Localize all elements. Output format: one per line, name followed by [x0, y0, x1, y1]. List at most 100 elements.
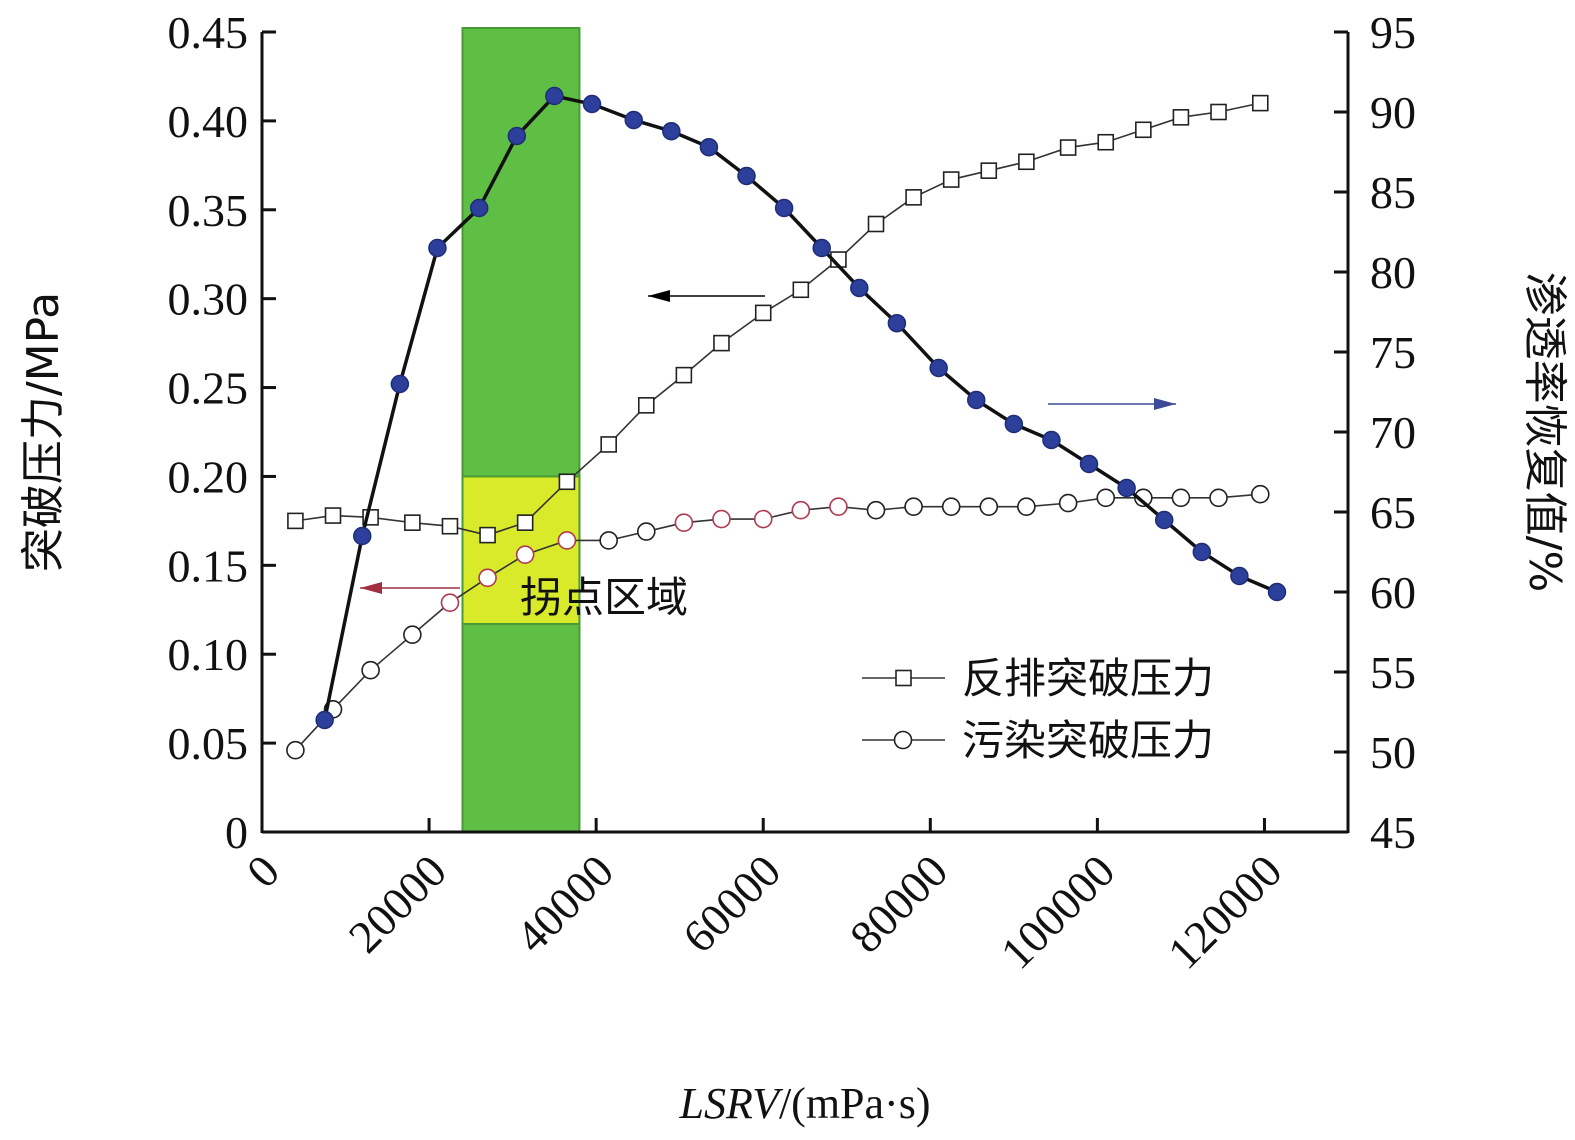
data-point — [712, 509, 731, 529]
data-point — [361, 660, 380, 680]
data-point — [1210, 103, 1227, 121]
data-point — [636, 522, 656, 541]
x-tick-label: 40000 — [506, 845, 623, 962]
series-line — [294, 493, 1261, 751]
annotation-arrow — [360, 582, 460, 594]
data-point — [403, 625, 422, 644]
data-point — [941, 497, 961, 516]
y-left-tick-label: 0.35 — [168, 185, 249, 236]
data-point — [624, 110, 643, 130]
y-right-tick-label: 80 — [1370, 247, 1416, 298]
legend-label: 反排突破压力 — [962, 654, 1214, 703]
data-point — [352, 526, 372, 546]
data-point — [905, 189, 922, 206]
y-left-axis-title: 突破压力/MPa — [18, 292, 69, 572]
y-right-tick-label: 85 — [1370, 167, 1416, 218]
data-point — [1117, 478, 1136, 498]
y-right-tick-label: 45 — [1370, 807, 1416, 858]
data-point — [1096, 488, 1116, 508]
data-point — [515, 545, 535, 564]
data-point — [1134, 488, 1153, 508]
y-right-tick-label: 65 — [1370, 487, 1416, 538]
data-point — [557, 531, 577, 550]
data-point — [1209, 488, 1228, 508]
arrow-head — [1154, 398, 1176, 410]
annotations — [360, 290, 1176, 594]
data-point — [1172, 109, 1190, 126]
data-point — [1230, 566, 1249, 586]
data-point — [1171, 488, 1191, 508]
legend-marker — [895, 669, 912, 687]
y-right-tick-label: 75 — [1370, 327, 1416, 378]
data-point — [674, 513, 694, 532]
inflection-region-label: 拐点区域 — [520, 573, 688, 622]
data-point — [507, 126, 527, 146]
data-point — [315, 710, 334, 730]
data-point — [428, 238, 447, 258]
data-point — [545, 86, 564, 106]
data-point — [1251, 94, 1269, 112]
data-point — [390, 374, 410, 394]
data-point — [1267, 582, 1287, 602]
legend-item-0: 反排突破压力 — [862, 654, 1214, 703]
y-left-tick-label: 0.15 — [168, 540, 249, 591]
annotation-arrow — [1048, 398, 1176, 410]
x-tick-label: 20000 — [339, 845, 456, 962]
data-point — [942, 171, 960, 188]
series-layer — [286, 86, 1287, 760]
data-point — [287, 512, 304, 530]
data-point — [791, 500, 811, 520]
x-tick-label: 100000 — [991, 845, 1125, 979]
y-right-tick-label: 70 — [1370, 407, 1416, 458]
data-point — [979, 497, 999, 516]
data-point — [404, 514, 421, 531]
y-right-tick-label: 95 — [1370, 7, 1416, 58]
series-line — [295, 102, 1261, 536]
data-point — [904, 497, 923, 516]
y-left-tick-label: 0.45 — [168, 7, 249, 58]
data-point — [478, 568, 497, 588]
x-axis-title-italic: LSRV — [679, 1079, 785, 1128]
data-point — [1042, 430, 1061, 450]
series-1 — [286, 484, 1270, 760]
y-left-tick-label: 0.30 — [168, 274, 249, 325]
data-point — [829, 497, 848, 516]
x-axis-title-unit: /(mPa·s) — [779, 1079, 931, 1128]
x-axis-title: LSRV/(mPa·s) — [679, 1079, 931, 1128]
y-left-tick-label: 0.25 — [168, 363, 249, 414]
data-point — [929, 358, 948, 378]
data-point — [792, 281, 810, 299]
data-point — [1097, 133, 1115, 151]
data-point — [867, 215, 885, 233]
x-tick-label: 80000 — [840, 845, 957, 962]
data-point — [1192, 542, 1212, 562]
data-point — [1154, 510, 1174, 530]
data-point — [1059, 139, 1077, 156]
axes — [260, 32, 1350, 834]
series-0 — [287, 94, 1269, 544]
data-point — [1018, 153, 1035, 171]
annotation-arrow — [648, 290, 765, 302]
legend-marker — [893, 730, 913, 750]
data-point — [600, 436, 617, 453]
data-point — [440, 593, 460, 612]
legend-label: 污染突破压力 — [962, 716, 1214, 765]
data-point — [479, 526, 496, 544]
data-point — [1017, 497, 1036, 516]
data-point — [850, 278, 869, 298]
data-point — [699, 137, 719, 157]
arrow-head — [360, 582, 382, 594]
data-point — [582, 94, 602, 114]
data-point — [887, 313, 907, 333]
data-point — [866, 500, 886, 520]
data-point — [469, 198, 489, 218]
x-tick-label: 0 — [237, 845, 289, 897]
y-right-tick-label: 50 — [1370, 727, 1416, 778]
data-point — [516, 514, 534, 531]
arrow-head — [648, 290, 670, 302]
y-right-tick-label: 55 — [1370, 647, 1416, 698]
data-point — [1004, 414, 1024, 434]
data-point — [713, 334, 730, 352]
